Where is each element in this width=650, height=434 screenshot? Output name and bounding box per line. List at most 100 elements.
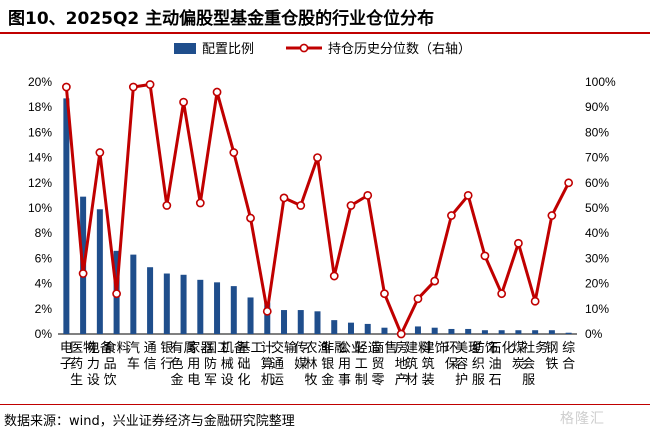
category-char: 媒 [294,357,307,372]
category-char: 油 [489,357,502,372]
title-bar: 图10、2025Q2 主动偏股型基金重仓股的行业仓位分布 [0,0,650,34]
bar [347,322,354,334]
left-axis-tick-label: 10% [28,201,52,215]
source-note: 数据来源：wind，兴业证券经济与金融研究院整理 [4,414,295,429]
category-char: 工 [355,357,368,372]
category-label: 传媒 [294,341,307,372]
left-axis-tick-label: 14% [28,151,52,165]
category-label: 煤炭 [512,341,525,372]
category-char: 设 [87,373,100,388]
category-char: 石 [489,373,502,388]
category-char: 轻 [355,341,368,356]
category-char: 会 [522,357,535,372]
category-label: 家用电 器 [187,340,213,388]
category-char: 综 [562,341,575,356]
percentile-point [246,213,255,223]
category-char: 零 [371,373,384,388]
category-char: 铁 [545,357,558,372]
bar [414,326,421,334]
percentile-point [212,87,222,97]
category-char: 商 [371,341,384,356]
percentile-point [463,190,473,200]
percentile-point [447,211,456,220]
category-char: 煤 [512,341,525,356]
category-char: 基 [238,341,251,356]
category-char: 金 [171,372,184,388]
chart-axes: 0% 2% 4% 6% 8% 10% 12% 14% 16% 18% 20% 0% 10% 20% 30% 4… [28,75,616,341]
category-char: 贸 [371,357,384,372]
right-axis-tick-label: 50% [585,201,609,215]
category-label: 纺织服 饰 [472,341,498,388]
percentile-point [195,198,205,208]
category-char: 计 [261,341,274,356]
bar [364,323,371,334]
category-char: 银 [321,357,334,372]
category-char: 输 [284,340,297,356]
bar [281,310,288,334]
category-char: 用 [338,357,351,372]
category-char: 食 [104,340,117,356]
category-char: 础 [238,357,251,372]
category-char: 备 [100,340,113,356]
category-char: 银 [160,341,173,356]
chart-svg: 0% 2% 4% 6% 8% 10% 12% 14% 16% 18% 20% 0% 10% 20% 30% 4… [28,42,616,388]
left-axis-tick-label: 8% [35,226,53,240]
category-char: 车 [127,356,140,372]
bar [548,330,555,334]
left-axis-tick-label: 2% [35,302,53,316]
percentile-point [262,306,272,316]
category-char: 汽 [127,341,140,356]
right-axis-tick-label: 40% [585,226,609,240]
category-char: 化 [238,373,251,388]
percentile-point [430,276,440,286]
category-char: 品 [104,357,117,372]
category-char: 传 [294,341,307,356]
category-labels: 电子医药生物电力设备食品饮料汽车通信银行有色金属家用电器国防军工机械设备基础化工… [60,340,575,388]
chart-bars [63,98,572,334]
category-label: 轻工制 造 [355,341,381,388]
category-char: 物 [83,341,96,356]
category-label: 房地产 [395,340,408,388]
footer-divider [0,404,650,405]
category-char: 备 [234,340,247,356]
category-label: 机械设 备 [221,340,247,388]
left-axis-tick-label: 4% [35,277,53,291]
category-char: 料 [418,341,431,356]
bar [465,328,472,334]
category-label: 钢铁 [545,341,558,372]
category-label: 电力设 备 [87,340,113,388]
category-label: 综合 [562,341,575,372]
category-char: 通 [271,357,284,372]
category-char: 设 [221,373,234,388]
category-char: 器 [200,341,213,356]
category-char: 售 [384,340,397,356]
category-label: 银行 [160,341,173,372]
category-label: 医药生 物 [70,341,96,388]
category-char: 造 [368,341,381,356]
percentile-point [128,82,138,92]
category-char: 林 [304,357,317,372]
category-char: 地 [395,357,408,372]
category-char: 饰 [435,341,448,356]
percentile-point [329,271,339,281]
category-char: 钢 [545,341,558,356]
percentile-point [530,296,540,306]
legend-bar-swatch [174,43,196,54]
bar [314,311,321,334]
left-axis-tick-label: 12% [28,176,52,190]
category-label: 商贸零 售 [371,340,397,388]
category-char: 融 [334,341,347,356]
percentile-point [78,269,88,278]
category-char: 饰 [485,341,498,356]
bar [264,302,271,334]
bar [147,267,154,334]
left-axis-tick-label: 6% [35,251,53,265]
category-char: 机 [221,341,234,356]
bar [197,279,204,334]
percentile-point [95,148,105,157]
percentile-point [564,178,574,188]
category-label: 社会服 务 [522,340,548,388]
category-char: 房 [395,340,408,356]
category-char: 色 [171,356,184,372]
bar [381,327,388,334]
